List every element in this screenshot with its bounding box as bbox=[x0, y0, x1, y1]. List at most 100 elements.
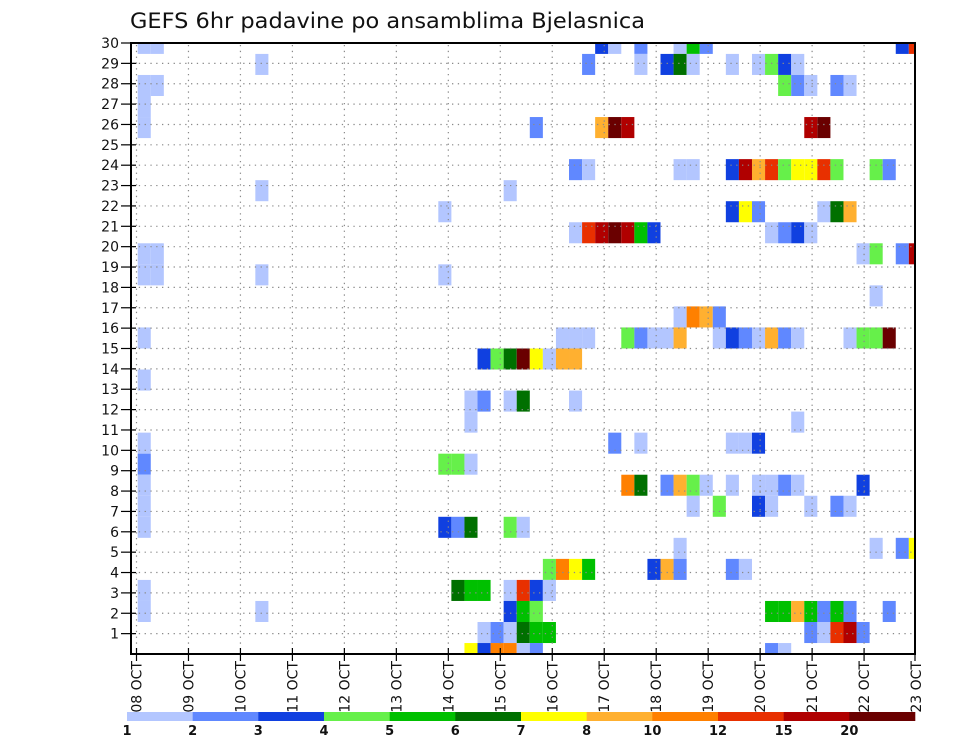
heatmap-cell bbox=[869, 159, 883, 181]
heatmap-cell bbox=[555, 348, 570, 370]
heatmap-cell bbox=[804, 495, 818, 517]
heatmap-cell bbox=[490, 622, 504, 644]
legend-swatch bbox=[586, 712, 653, 721]
y-tick-label: 14 bbox=[101, 362, 119, 378]
heatmap-cell bbox=[804, 622, 818, 644]
heatmap-cell bbox=[686, 159, 700, 181]
legend-swatch bbox=[652, 712, 719, 721]
heatmap-cell bbox=[843, 495, 857, 517]
x-tick-label: 12 OCT bbox=[337, 661, 353, 713]
heatmap-cell bbox=[869, 327, 883, 349]
legend-label: 10 bbox=[643, 724, 661, 739]
heatmap-cell bbox=[830, 159, 844, 181]
y-tick-label: 30 bbox=[101, 36, 119, 52]
legend-label: 8 bbox=[582, 724, 591, 739]
heatmap-cell bbox=[634, 474, 648, 496]
heatmap-cell bbox=[778, 74, 792, 96]
heatmap-cell bbox=[621, 117, 635, 139]
heatmap-cell bbox=[137, 327, 151, 349]
heatmap-cell bbox=[464, 411, 478, 433]
heatmap-cell bbox=[895, 243, 909, 265]
heatmap-cell bbox=[647, 327, 661, 349]
heatmap-cell bbox=[725, 53, 739, 75]
y-axis-labels: 1234567891011121314151617181920212223242… bbox=[101, 36, 119, 643]
heatmap-cell bbox=[137, 44, 151, 54]
x-tick-label: 09 OCT bbox=[181, 661, 197, 713]
heatmap-cell bbox=[529, 643, 543, 653]
heatmap-cell bbox=[634, 53, 648, 75]
heatmap-cell bbox=[516, 348, 530, 370]
y-tick-label: 28 bbox=[101, 77, 119, 93]
heatmap-cell bbox=[542, 622, 556, 644]
heatmap-cell bbox=[621, 222, 635, 244]
heatmap-cell bbox=[595, 117, 609, 139]
heatmap-cell bbox=[555, 327, 570, 349]
x-tick-label: 11 OCT bbox=[285, 661, 301, 713]
y-tick-label: 23 bbox=[101, 179, 119, 195]
heatmap-cell bbox=[516, 600, 530, 622]
heatmap-cell bbox=[438, 201, 452, 223]
legend-swatch bbox=[389, 712, 456, 721]
heatmap-cell bbox=[582, 558, 596, 580]
heatmap-cell bbox=[673, 53, 687, 75]
heatmap-cell bbox=[595, 44, 609, 54]
heatmap-cell bbox=[817, 600, 831, 622]
heatmap-cell bbox=[660, 558, 674, 580]
heatmap-cell bbox=[686, 53, 700, 75]
heatmap-cell bbox=[255, 53, 269, 75]
heatmap-cell bbox=[830, 201, 844, 223]
heatmap-cell bbox=[778, 600, 792, 622]
heatmap-cell bbox=[255, 180, 269, 202]
heatmap-cell bbox=[490, 643, 504, 653]
y-tick-label: 7 bbox=[110, 504, 119, 520]
heatmap-cell bbox=[856, 474, 870, 496]
heatmap-cell bbox=[595, 222, 609, 244]
heatmap-cell bbox=[582, 222, 596, 244]
heatmap-cell bbox=[569, 222, 583, 244]
heatmap-cell bbox=[569, 327, 583, 349]
heatmap-cell bbox=[503, 579, 517, 601]
y-tick-label: 3 bbox=[110, 586, 119, 602]
heatmap-cell bbox=[791, 159, 805, 181]
heatmap-cell bbox=[608, 222, 622, 244]
heatmap-cell bbox=[699, 474, 713, 496]
heatmap-cell bbox=[869, 285, 883, 307]
heatmap-cell bbox=[150, 44, 164, 54]
heatmap-cell bbox=[843, 327, 857, 349]
heatmap-cell bbox=[751, 327, 766, 349]
heatmap-cell bbox=[673, 537, 687, 559]
legend-label: 5 bbox=[385, 724, 394, 739]
x-axis-labels: 08 OCT 09 OCT 10 OCT 11 OCT 12 OCT 13 OCT 14 O… bbox=[130, 661, 926, 713]
y-tick-label: 24 bbox=[101, 158, 119, 174]
heatmap-cell bbox=[137, 579, 151, 601]
heatmap-cell bbox=[542, 579, 556, 601]
legend-label: 15 bbox=[775, 724, 793, 739]
legend-label: 7 bbox=[516, 724, 525, 739]
heatmap-cell bbox=[843, 600, 857, 622]
y-tick-label: 25 bbox=[101, 138, 119, 154]
heatmap-cell bbox=[791, 222, 805, 244]
heatmap-cell bbox=[791, 474, 805, 496]
heatmap-cell bbox=[738, 558, 752, 580]
color-legend: 1 2 3 4 5 6 7 8 10 12 15 20 bbox=[122, 712, 916, 739]
grid-lines bbox=[133, 42, 914, 652]
heatmap-cell bbox=[477, 390, 491, 412]
heatmap-cell bbox=[791, 600, 805, 622]
heatmap-cell bbox=[804, 600, 818, 622]
heatmap-cell bbox=[830, 600, 844, 622]
legend-swatch bbox=[783, 712, 850, 721]
heatmap-cell bbox=[738, 327, 752, 349]
heatmap-cell bbox=[725, 159, 739, 181]
heatmap-cell bbox=[725, 474, 739, 496]
y-tick-label: 2 bbox=[110, 606, 119, 622]
heatmap-cell bbox=[529, 117, 543, 139]
heatmap-cell bbox=[529, 579, 543, 601]
heatmap-cell bbox=[686, 44, 700, 54]
heatmap-cell bbox=[137, 600, 151, 622]
heatmap-cell bbox=[791, 53, 805, 75]
legend-swatch bbox=[718, 712, 784, 721]
heatmap-cell bbox=[150, 74, 164, 96]
chart-title: GEFS 6hr padavine po ansamblima Bjelasni… bbox=[130, 9, 645, 33]
y-tick-label: 10 bbox=[101, 443, 119, 459]
heatmap-cell bbox=[738, 432, 752, 454]
